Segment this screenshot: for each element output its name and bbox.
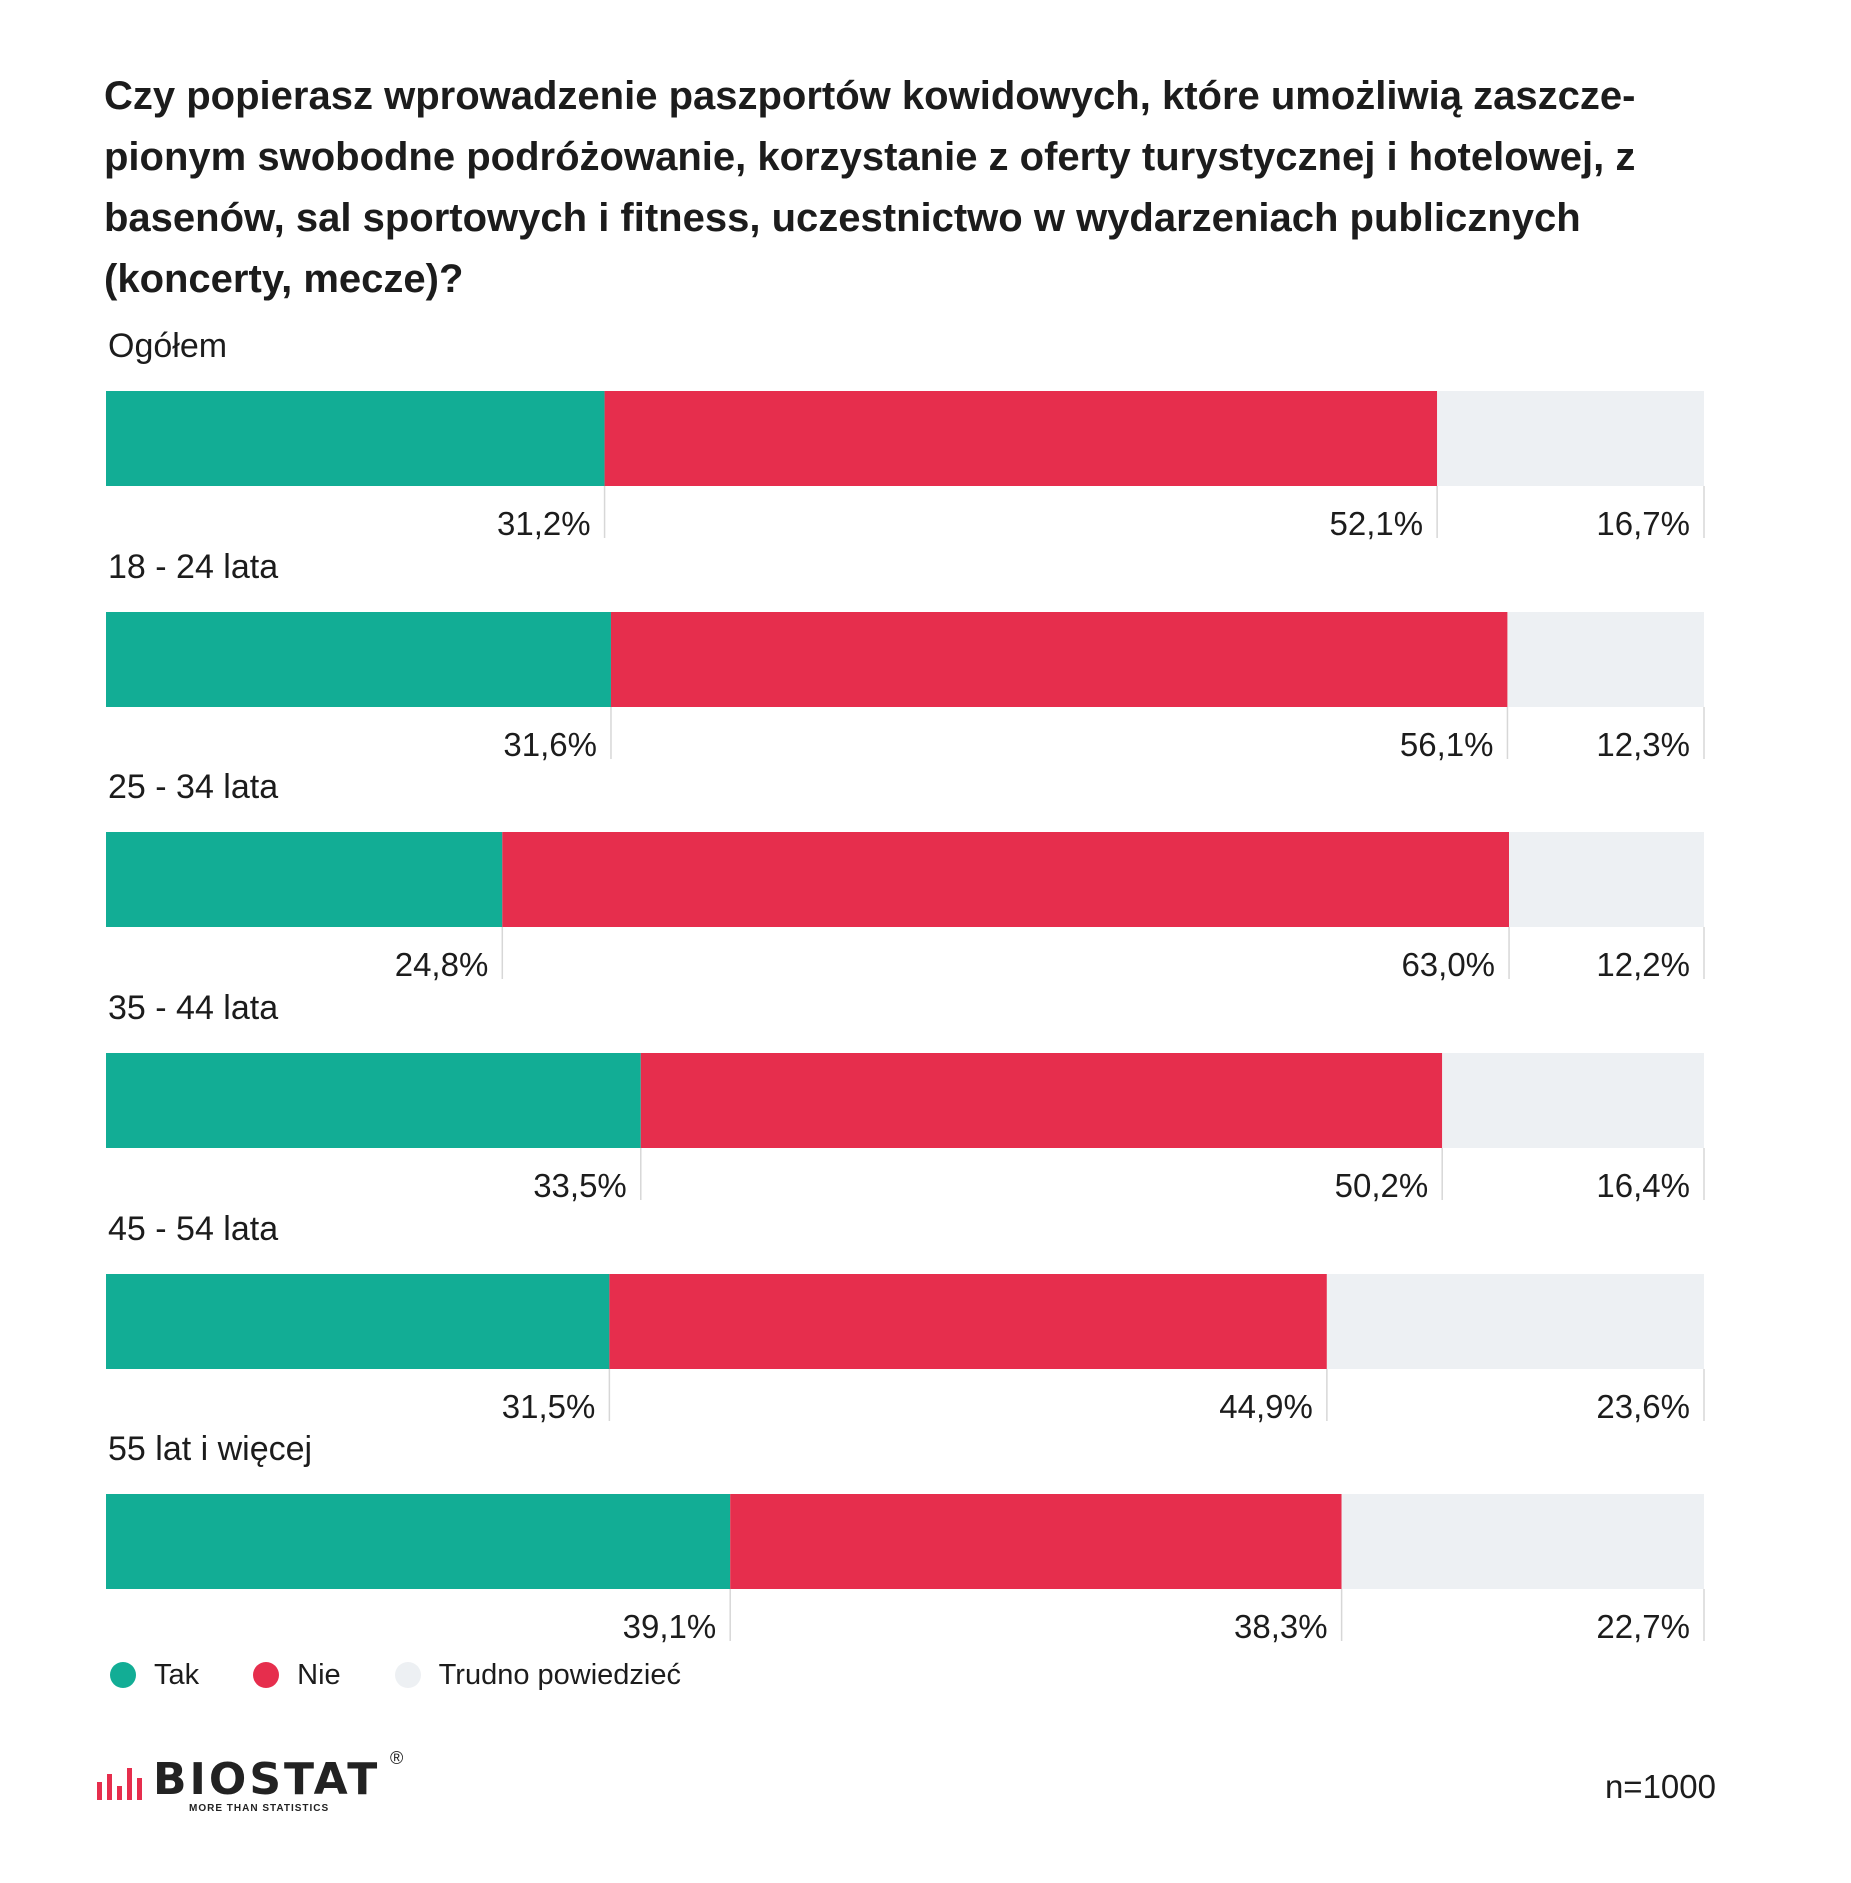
- bar-segment-tak: [106, 1494, 731, 1589]
- bar-segment-tak: [106, 1053, 641, 1148]
- legend-swatch-trudno: [394, 1662, 421, 1688]
- logo-bars-icon: [97, 1768, 142, 1800]
- value-label-nie: 44,9%: [1219, 1388, 1313, 1425]
- bar-segment-nie: [502, 832, 1510, 927]
- value-label-trudno: 12,3%: [1596, 726, 1690, 763]
- value-label-tak: 39,1%: [623, 1608, 717, 1645]
- legend-swatch-tak: [110, 1662, 136, 1688]
- bar-segment-tak: [106, 832, 503, 927]
- value-label-tak: 24,8%: [395, 946, 489, 983]
- bar-segment-nie: [730, 1494, 1342, 1589]
- legend-label-tak: Tak: [154, 1658, 200, 1691]
- value-label-trudno: 16,4%: [1596, 1167, 1690, 1204]
- logo-tagline: MORE THAN STATISTICS: [189, 1803, 330, 1814]
- bar-segment-tak: [106, 1274, 610, 1369]
- chart-title: Czy popierasz wprowadzenie paszportów ko…: [104, 74, 1636, 301]
- biostat-logo: BIOSTAT ® MORE THAN STATISTICS: [97, 1748, 427, 1818]
- bar-segment-trudno: [1437, 391, 1704, 486]
- bar-segment-nie: [604, 391, 1438, 486]
- value-label-trudno: 22,7%: [1596, 1608, 1690, 1645]
- bar-segment-trudno: [1442, 1053, 1704, 1148]
- value-label-nie: 50,2%: [1335, 1167, 1429, 1204]
- bar-segment-trudno: [1507, 612, 1704, 707]
- bar-segment-nie: [610, 612, 1508, 707]
- value-label-nie: 38,3%: [1234, 1608, 1328, 1645]
- bar-segment-nie: [640, 1053, 1443, 1148]
- bar-segment-tak: [106, 612, 611, 707]
- value-label-nie: 52,1%: [1330, 505, 1424, 542]
- category-label: 45 - 54 lata: [108, 1210, 278, 1248]
- bar-segment-nie: [609, 1274, 1327, 1369]
- legend-label-trudno: Trudno powiedzieć: [438, 1658, 681, 1691]
- legend: Tak Nie Trudno powiedzieć: [110, 1655, 735, 1695]
- category-label: 55 lat i więcej: [108, 1430, 312, 1468]
- bar-segment-tak: [106, 391, 605, 486]
- logo-registered-mark: ®: [390, 1748, 404, 1768]
- legend-item-trudno: Trudno powiedzieć: [394, 1658, 681, 1692]
- legend-item-tak: Tak: [110, 1659, 199, 1692]
- legend-item-nie: Nie: [253, 1659, 341, 1692]
- category-label: 25 - 34 lata: [108, 768, 278, 806]
- category-label: 35 - 44 lata: [108, 989, 278, 1027]
- value-label-tak: 31,6%: [503, 726, 597, 763]
- category-label: Ogółem: [108, 327, 227, 365]
- category-label: 18 - 24 lata: [108, 548, 278, 586]
- value-label-tak: 31,5%: [502, 1388, 596, 1425]
- legend-swatch-nie: [253, 1662, 280, 1688]
- value-label-nie: 56,1%: [1400, 726, 1494, 763]
- bar-segment-trudno: [1341, 1494, 1704, 1589]
- bar-segment-trudno: [1326, 1274, 1704, 1369]
- value-label-trudno: 23,6%: [1596, 1388, 1690, 1425]
- bar-segment-trudno: [1509, 832, 1704, 927]
- value-label-nie: 63,0%: [1401, 946, 1495, 983]
- logo-wordmark: BIOSTAT: [153, 1754, 381, 1805]
- value-label-tak: 33,5%: [533, 1167, 627, 1204]
- value-label-tak: 31,2%: [497, 505, 591, 542]
- sample-size: n=1000: [1604, 1768, 1716, 1805]
- value-label-trudno: 16,7%: [1596, 505, 1690, 542]
- value-label-trudno: 12,2%: [1596, 946, 1690, 983]
- stacked-bar-chart: Ogółem 31,2% 52,1% 16,7% 18 - 24 lata 31,6% 56…: [106, 327, 1705, 1645]
- legend-label-nie: Nie: [297, 1658, 341, 1691]
